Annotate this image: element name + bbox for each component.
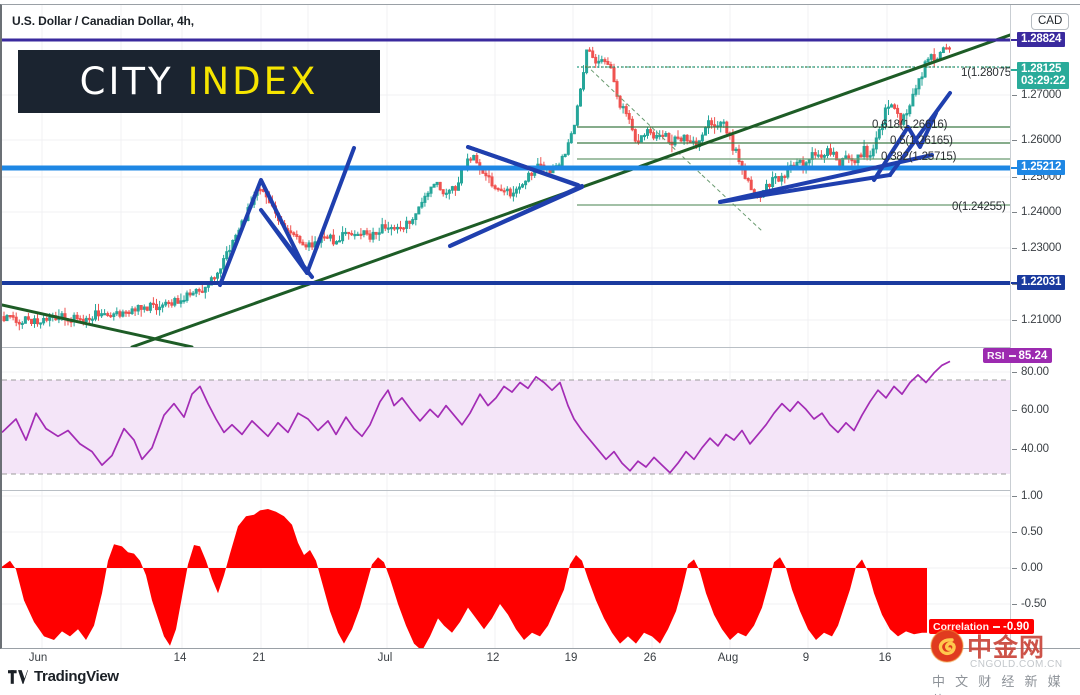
tradingview-label: TradingView (34, 668, 119, 685)
badge-stem (1011, 282, 1018, 284)
badge-stem (1011, 69, 1018, 71)
rsi-status-badge[interactable]: RSI 85.24 (983, 348, 1053, 363)
axis-tick-121000: 1.21000 (1021, 314, 1062, 326)
axis-dash (1012, 177, 1017, 178)
axis-dash (1012, 95, 1017, 96)
axis-dash (1012, 604, 1017, 605)
price-axis[interactable]: CAD 1.27000 1.26000 1.25000 1.24000 1.23… (929, 5, 1080, 648)
axis-dash (1012, 140, 1017, 141)
city-index-logo: CITY INDEX (18, 50, 380, 113)
fib-label-0382: 0.382(1.25715) (881, 151, 957, 163)
fib-diagonal-guide-2 (701, 174, 763, 232)
correlation-value: -0.90 (1003, 620, 1030, 633)
correlation-chart-svg (2, 491, 1010, 648)
fib-diagonal-guide (585, 64, 703, 176)
pane-separator-2[interactable] (2, 490, 1080, 491)
fib-label-05: 0.5(1.26165) (890, 135, 953, 147)
time-tick-19: 19 (564, 652, 578, 664)
bar-countdown: 03:29:22 (1021, 75, 1066, 87)
watermark-tagline: 中 文 财 经 新 媒 体 (932, 675, 1064, 695)
corr-tick-neg050: -0.50 (1021, 598, 1047, 610)
cngold-watermark: 中金网 CNGOLD.COM.CN 中 文 财 经 新 媒 体 (930, 626, 1080, 695)
rsi-band-fill (2, 380, 1010, 474)
axis-dash (1012, 212, 1017, 213)
axis-dash (1012, 449, 1017, 450)
axis-dash (1012, 248, 1017, 249)
tradingview-branding: TradingView (8, 668, 119, 685)
watermark-url: CNGOLD.COM.CN (970, 659, 1063, 670)
axis-dash (1012, 568, 1017, 569)
currency-chip[interactable]: CAD (1031, 13, 1070, 30)
axis-tick-123000: 1.23000 (1021, 242, 1062, 254)
chart-frame: U.S. Dollar / Canadian Dollar, 4h, CITY … (0, 4, 1080, 649)
page-title: U.S. Dollar / Canadian Dollar, 4h, (12, 14, 194, 28)
watermark-logo-row: 中金网 (930, 628, 1045, 664)
time-tick-16: 16 (878, 652, 892, 664)
axis-dash (1012, 372, 1017, 373)
logo-city-text: CITY (79, 60, 174, 103)
price-pane[interactable]: U.S. Dollar / Canadian Dollar, 4h, CITY … (2, 5, 1010, 347)
cngold-swirl-icon (930, 629, 964, 663)
time-tick-9: 9 (802, 652, 810, 664)
fib-label-1: 1(1.28075) (961, 67, 1010, 79)
rsi-value: 85.24 (1018, 349, 1048, 362)
time-axis[interactable]: Jun 14 21 Jul 12 19 26 Aug 9 16 (0, 650, 1080, 672)
rsi-chart-svg (2, 348, 1010, 490)
badge-stem (1011, 39, 1018, 41)
tradingview-logo-icon (8, 669, 28, 684)
correlation-pill-separator (993, 625, 1001, 628)
watermark-cjk-text: 中金网 (967, 633, 1046, 662)
axis-tick-126000: 1.26000 (1021, 134, 1062, 146)
last-price-badge[interactable]: 1.28125 03:29:22 (1017, 62, 1070, 89)
fib-label-0618: 0.618(1.26616) (872, 119, 948, 131)
rsi-pill-separator (1008, 354, 1016, 357)
fib-label-0: 0(1.24255) (952, 201, 1006, 213)
rsi-tick-80: 80.00 (1021, 366, 1049, 378)
time-tick-12: 12 (486, 652, 500, 664)
axis-dash (1012, 496, 1017, 497)
pane-separator-1[interactable] (2, 347, 1080, 348)
corr-tick-100: 1.00 (1021, 490, 1043, 502)
time-tick-jul: Jul (377, 652, 393, 664)
axis-tick-127000: 1.27000 (1021, 89, 1062, 101)
correlation-pane[interactable] (2, 491, 1010, 648)
mid-price-badge[interactable]: 1.25212 (1017, 160, 1066, 175)
rsi-tick-40: 40.00 (1021, 443, 1049, 455)
time-tick-26: 26 (643, 652, 657, 664)
support-price-badge[interactable]: 1.22031 (1017, 275, 1066, 290)
time-tick-14: 14 (173, 652, 187, 664)
axis-dash (1012, 532, 1017, 533)
time-tick-jun: Jun (28, 652, 48, 664)
time-tick-aug: Aug (717, 652, 739, 664)
corr-tick-000: 0.00 (1021, 562, 1043, 574)
corr-tick-050: 0.50 (1021, 526, 1043, 538)
axis-dash (1012, 284, 1017, 285)
resistance-price-badge[interactable]: 1.28824 (1017, 32, 1066, 47)
correlation-area (2, 509, 927, 648)
rsi-line (2, 360, 951, 474)
axis-dash (1012, 320, 1017, 321)
logo-index-text: INDEX (187, 60, 319, 103)
rsi-tick-60: 60.00 (1021, 404, 1049, 416)
rsi-label: RSI (987, 349, 1005, 362)
last-price-value: 1.28125 (1021, 63, 1062, 75)
rsi-pane[interactable] (2, 348, 1010, 490)
pattern-annotations (218, 91, 952, 287)
time-tick-21: 21 (252, 652, 266, 664)
badge-stem (1011, 167, 1018, 169)
axis-dash (1012, 410, 1017, 411)
axis-tick-124000: 1.24000 (1021, 206, 1062, 218)
